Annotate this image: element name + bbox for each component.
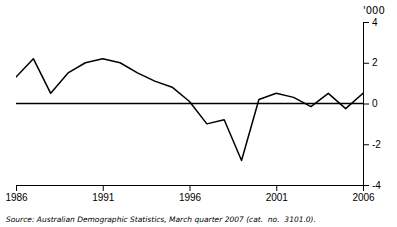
series-line xyxy=(16,59,363,161)
y-tick-label: -4 xyxy=(372,180,381,191)
x-tick-mark xyxy=(103,185,104,191)
y-tick-mark xyxy=(363,144,369,145)
x-tick-label: 1996 xyxy=(179,192,202,203)
plot-area: 1986 1991 1996 2001 2006-4 -2 0 2 4 xyxy=(5,17,381,203)
y-tick-label: 2 xyxy=(372,57,378,68)
y-tick-mark xyxy=(363,185,369,186)
x-tick-label: 1991 xyxy=(92,192,115,203)
marks xyxy=(16,59,363,161)
x-tick-label: 1986 xyxy=(5,192,28,203)
x-tick: 1991 xyxy=(92,185,115,203)
y-tick-mark xyxy=(363,22,369,23)
x-tick-mark xyxy=(190,185,191,191)
y-tick: -4 xyxy=(363,180,381,191)
chart: 1986 1991 1996 2001 2006-4 -2 0 2 4'000 Source: A… xyxy=(0,0,397,227)
y-tick-mark xyxy=(363,63,369,64)
x-tick-mark xyxy=(276,185,277,191)
y-tick-mark xyxy=(363,104,369,105)
x-tick-label: 2001 xyxy=(266,192,289,203)
x-axis: 1986 1991 1996 2001 2006 xyxy=(5,185,375,203)
y-tick-label: 4 xyxy=(372,17,378,28)
x-axis-line xyxy=(17,186,364,192)
x-tick-label: 2006 xyxy=(352,192,375,203)
y-axis-label: '000 xyxy=(363,5,385,16)
y-tick: 4 xyxy=(363,17,378,28)
reference-line xyxy=(16,103,363,104)
y-axis-line xyxy=(364,23,370,186)
x-tick: 1986 xyxy=(5,185,28,203)
source-note: Source: Australian Demographic Statistic… xyxy=(6,215,316,224)
x-tick: 2001 xyxy=(266,185,289,203)
y-tick: 2 xyxy=(363,57,378,68)
x-tick: 1996 xyxy=(179,185,202,203)
x-tick-mark xyxy=(16,185,17,191)
y-tick-label: 0 xyxy=(372,98,378,109)
y-tick-label: -2 xyxy=(372,139,381,150)
y-tick: 0 xyxy=(363,98,378,109)
y-axis: -4 -2 0 2 4 xyxy=(363,17,381,191)
y-tick: -2 xyxy=(363,139,381,150)
